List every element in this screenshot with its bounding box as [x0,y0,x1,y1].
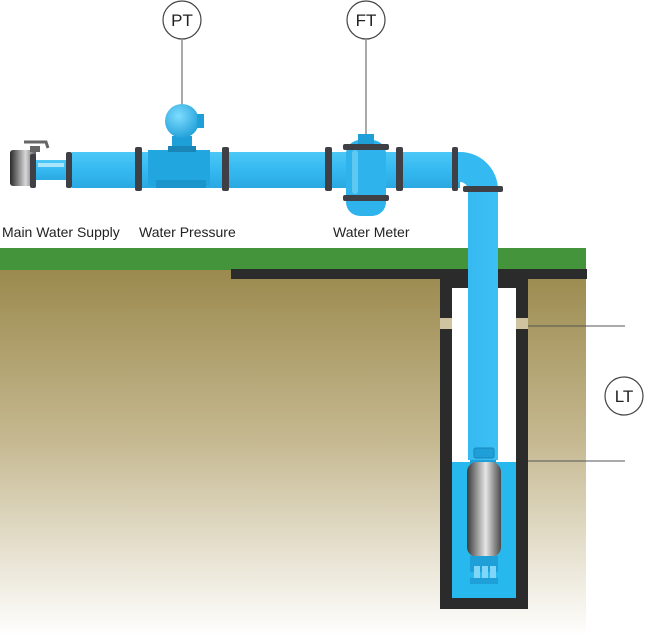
pump-foot-3 [490,566,496,580]
pump-foot-1 [474,566,480,580]
well-cover-slab [231,269,587,279]
inlet-flange-2 [66,152,72,188]
main-valve-stem [30,146,40,152]
ft-tag: FT [356,11,377,30]
pipe-flange [135,147,142,191]
inlet-inner [38,163,64,167]
meter-highlight [352,150,358,194]
pt-bubble [162,0,202,40]
drop-pipe [468,190,498,460]
inlet-flange-1 [30,154,36,188]
water-pressure-label: Water Pressure [139,224,236,240]
meter-band-bottom [343,195,389,201]
pressure-block-base [156,180,206,188]
pressure-neck-cap [168,146,196,152]
pt-tag: PT [171,11,193,30]
pressure-gauge-ball [165,104,199,138]
ft-bubble [346,0,386,40]
grass-strip [0,248,586,270]
lt-bubble [604,376,644,416]
pump-foot-2 [482,566,488,580]
elbow-flange [463,186,503,192]
meter-band-top [343,144,389,150]
water-meter-label: Water Meter [333,224,410,240]
main-valve-handle [24,140,50,149]
pump-bottom [470,578,498,584]
lt-tag: LT [615,387,634,406]
pipe-flange [222,147,229,191]
pipe-flange [396,147,403,191]
pump-motor [467,462,501,557]
well-collar-left [440,318,452,329]
elbow-flange-h [452,147,458,191]
pump-top-fitting [473,447,495,459]
meter-top-fitting [358,134,374,144]
main-valve-body [10,150,36,186]
pipe-flange [325,147,332,191]
well-collar-right [516,318,528,329]
pressure-gauge-side [197,114,204,128]
pipe-elbow [455,152,498,190]
main-water-supply-label: Main Water Supply [2,224,120,240]
